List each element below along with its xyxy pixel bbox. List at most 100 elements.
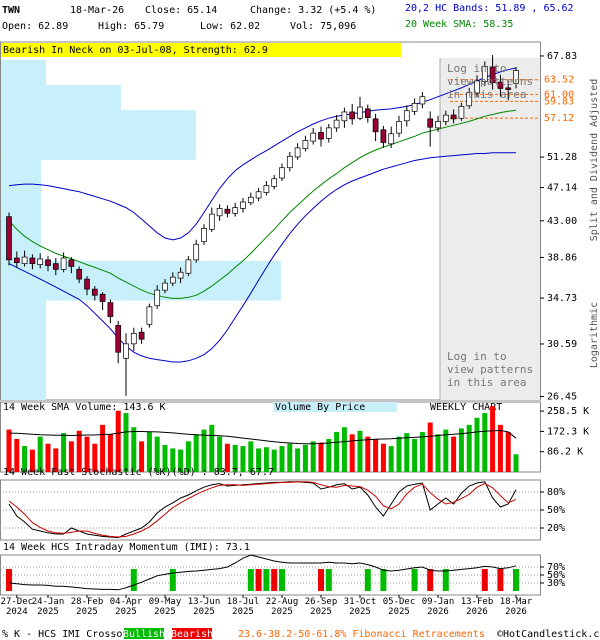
x-tick-label: 13-Feb 2026 — [460, 597, 494, 617]
x-tick-label: 26-Sep 2025 — [304, 597, 338, 617]
volume-by-price-bar — [1, 84, 121, 111]
candle-body — [372, 118, 379, 133]
volume-bar — [193, 434, 199, 472]
candle-body — [481, 66, 488, 82]
volume-bar — [310, 441, 316, 472]
candle-body — [169, 276, 176, 284]
axis-note: Logarithmic — [589, 302, 600, 368]
volume-bar — [318, 442, 324, 472]
candle-body — [60, 257, 67, 270]
volume-bar — [84, 436, 90, 472]
y-tick-label: 70% — [547, 562, 565, 573]
header-volume: Vol: 75,096 — [290, 21, 356, 32]
crossover-bar — [263, 569, 270, 591]
volume-bar — [458, 428, 464, 472]
fib-label: 59.83 — [544, 96, 574, 107]
header-open: Open: 62.89 — [2, 21, 68, 32]
candle-body — [76, 268, 83, 280]
volume-bar — [388, 446, 394, 472]
volume-bar — [162, 444, 168, 472]
volume-bar — [334, 431, 340, 472]
candle-body — [99, 293, 106, 302]
crossover-bar — [497, 569, 504, 591]
volume-bar — [443, 429, 449, 472]
crossover-bar — [130, 569, 137, 591]
candle-body — [466, 92, 473, 107]
candle-body — [489, 66, 496, 84]
volume-bar — [240, 446, 246, 472]
legend-entry: 20 Week SMA: 58.35 — [405, 19, 513, 30]
y-tick-label: 34.73 — [547, 293, 577, 304]
x-tick-label: 24-Jan 2025 — [31, 597, 65, 617]
crossover-bar — [6, 569, 12, 591]
candle-body — [442, 114, 449, 122]
header-high: High: 65.79 — [98, 21, 164, 32]
volume-bar — [263, 447, 269, 472]
x-tick-label: 22-Aug 2025 — [265, 597, 299, 617]
candle-body — [201, 228, 207, 242]
volume-bar — [248, 441, 254, 472]
header-date: 18-Mar-26 — [70, 5, 124, 16]
panel-frame — [0, 401, 541, 473]
notice: Log in to view patterns in this area — [447, 62, 534, 101]
volume-bar — [201, 429, 207, 472]
overlay-line — [8, 67, 517, 241]
pattern-area — [440, 58, 540, 400]
volume-bar — [287, 443, 293, 472]
y-tick-label: 50% — [547, 570, 565, 581]
candle-body — [84, 278, 90, 290]
candle-body — [302, 140, 309, 149]
volume-bar — [6, 429, 12, 472]
x-tick-label: 13-Jun 2025 — [187, 597, 221, 617]
volume-bar — [53, 448, 59, 472]
y-tick-label: 30% — [547, 578, 565, 589]
x-tick-label: 18-Mar 2026 — [499, 597, 533, 617]
volume-bar — [224, 443, 230, 472]
volume-bar — [396, 436, 402, 472]
volume-bar — [271, 449, 277, 472]
crossover-bar — [411, 569, 418, 591]
candle-body — [263, 185, 270, 193]
candle-body — [208, 213, 215, 230]
y-tick-label: 172.3 K — [547, 426, 589, 437]
volume-bar — [474, 417, 480, 472]
volume-bar — [22, 446, 28, 472]
candle-body — [193, 243, 200, 261]
candle-body — [177, 271, 184, 279]
candle-body — [286, 155, 293, 169]
candle-body — [497, 81, 504, 89]
candle-body — [115, 325, 122, 353]
volume-bar — [131, 427, 137, 472]
crossover-bar — [380, 569, 387, 591]
candle-body — [435, 121, 441, 129]
y-tick-label: 26.45 — [547, 392, 577, 403]
legend-swatch — [124, 628, 164, 639]
x-tick-label: 28-Feb 2025 — [70, 597, 104, 617]
volume-bar — [295, 448, 301, 472]
y-tick-label: 20% — [547, 523, 565, 534]
volume-by-price-bar — [1, 300, 46, 400]
candle-body — [349, 111, 356, 120]
volume-sma — [8, 429, 517, 445]
candle-body — [505, 87, 512, 90]
header-symbol: TWN — [2, 5, 20, 16]
volume-bar — [326, 439, 332, 472]
volume-bar — [482, 413, 488, 472]
volume-by-price-bar — [1, 59, 46, 85]
candle-body — [271, 178, 278, 187]
overlay-line — [8, 109, 517, 299]
y-tick-label: 67.83 — [547, 51, 577, 62]
y-tick-label: 80% — [547, 487, 565, 498]
candle-body — [21, 256, 28, 264]
candle-body — [162, 282, 168, 291]
legend-entry: Bullish — [123, 629, 165, 640]
volume-bar — [427, 422, 433, 472]
candle-body — [333, 119, 340, 129]
candle-body — [146, 306, 153, 325]
y-tick-label: 30.59 — [547, 339, 577, 350]
fib-caption: 23.6-38.2-50-61.8% Fibonacci Retracement… — [238, 629, 485, 640]
candle-body — [411, 103, 418, 112]
crossover-bar — [364, 569, 371, 591]
candle-body — [91, 288, 98, 296]
candle-body — [29, 257, 36, 264]
